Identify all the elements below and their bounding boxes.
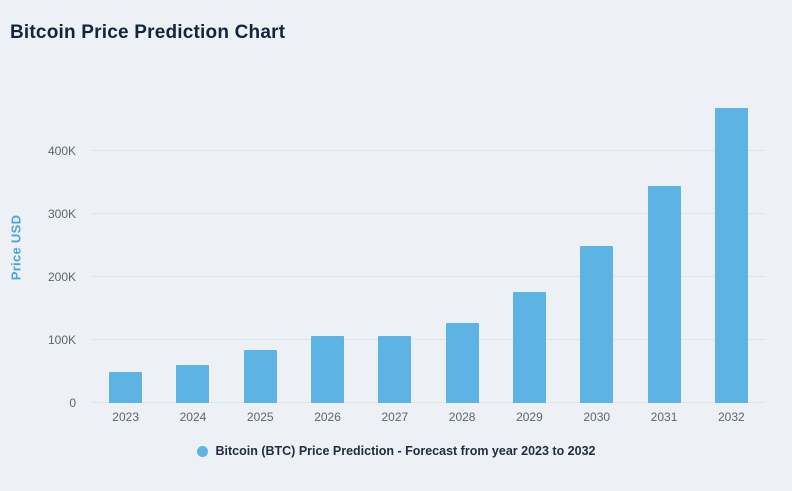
x-tick-label: 2031 [650, 410, 678, 424]
x-tick-label: 2032 [717, 410, 745, 424]
bars [92, 88, 765, 403]
x-tick-label: 2029 [516, 410, 543, 424]
x-tick-label: 2028 [448, 410, 476, 424]
x-tick-label: 2027 [381, 410, 409, 424]
y-tick-label: 200K [47, 270, 76, 284]
bar-2028[interactable] [445, 323, 479, 403]
y-tick-label: 100K [47, 333, 76, 347]
gridline [92, 150, 765, 151]
bar-slot [698, 88, 765, 403]
gridline [92, 339, 765, 340]
bar-2029[interactable] [512, 291, 546, 403]
gridline [92, 213, 765, 214]
bar-slot [92, 88, 159, 403]
bar-2027[interactable] [378, 336, 412, 403]
bar-slot [294, 88, 361, 403]
x-tick-label: 2025 [246, 410, 274, 424]
bar-slot [563, 88, 630, 403]
bar-2025[interactable] [243, 350, 277, 403]
x-tick-label: 2023 [112, 410, 139, 424]
plot-area [92, 88, 765, 403]
bar-slot [361, 88, 428, 403]
x-tick-label: 2030 [583, 410, 611, 424]
legend-label: Bitcoin (BTC) Price Prediction - Forecas… [215, 444, 596, 458]
bar-slot [428, 88, 495, 403]
legend[interactable]: Bitcoin (BTC) Price Prediction - Forecas… [0, 444, 792, 458]
y-axis: 0 100K 200K 300K 400K [38, 88, 84, 410]
x-tick-label: 2024 [179, 410, 207, 424]
x-axis: 2023 2024 2025 2026 2027 2028 2029 2030 2031 2032 [92, 410, 765, 424]
y-axis-label: Price USD [8, 214, 24, 281]
gridline [92, 402, 765, 403]
bar-2023[interactable] [109, 371, 143, 403]
bar-2031[interactable] [647, 186, 681, 403]
bar-2026[interactable] [311, 336, 345, 403]
bar-slot [227, 88, 294, 403]
y-tick-label: 300K [47, 207, 76, 221]
chart-title: Bitcoin Price Prediction Chart [10, 22, 286, 43]
legend-marker-icon [196, 445, 208, 457]
y-tick-label: 400K [47, 144, 76, 158]
bar-slot [159, 88, 226, 403]
bar-slot [630, 88, 697, 403]
bar-2032[interactable] [714, 108, 748, 403]
bar-2024[interactable] [176, 365, 210, 403]
y-tick-label: 0 [69, 396, 76, 410]
gridline [92, 276, 765, 277]
bar-2030[interactable] [580, 245, 614, 403]
x-tick-label: 2026 [314, 410, 341, 424]
bar-slot [496, 88, 563, 403]
